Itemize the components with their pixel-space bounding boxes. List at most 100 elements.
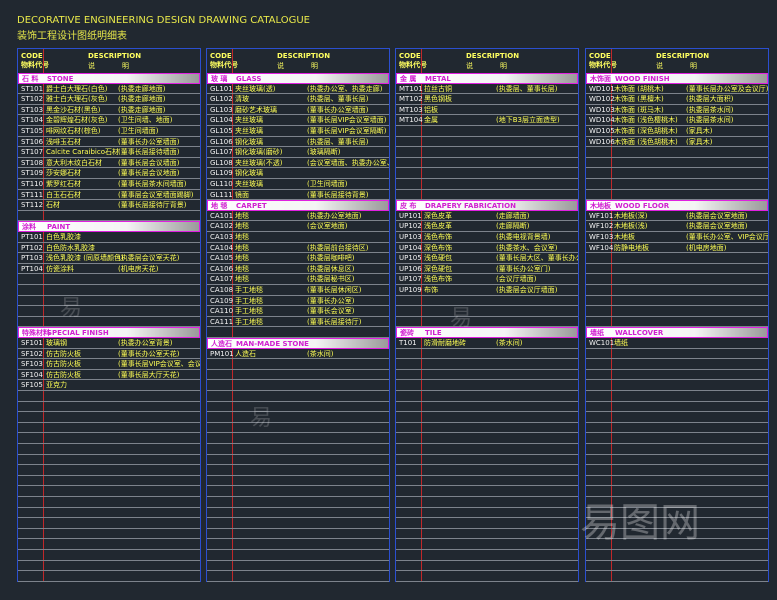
- catalogue-column: CODE 物料代号 DESCRIPTION 说 明 金 属 METAL MT101 拉丝古…: [395, 48, 579, 582]
- empty-row: [207, 402, 389, 413]
- table-row: CA104 地毯 (执委层前台接待区): [207, 243, 389, 254]
- table-row: UP103 浅色布饰 (执委电视背景墙): [396, 232, 578, 243]
- material-code: SF105: [21, 381, 43, 390]
- empty-row: [396, 497, 578, 508]
- material-code: GL102: [210, 95, 233, 104]
- material-name: 白玉石石材: [46, 190, 81, 199]
- empty-row: [396, 550, 578, 561]
- material-name: 地毯: [235, 211, 249, 220]
- section-header: 特殊材料 SPECIAL FINISH: [18, 327, 200, 338]
- material-location: (卫生间墙、地面): [118, 116, 173, 125]
- empty-row: [18, 571, 200, 582]
- empty-row: [586, 359, 768, 370]
- material-location: (董事层会议室墙面踢脚): [118, 190, 194, 199]
- code-header: CODE: [21, 52, 43, 60]
- material-name: 墙纸: [614, 339, 628, 347]
- table-row: ST111 白玉石石材 (董事层会议室墙面踢脚): [18, 190, 200, 201]
- material-location: (茶水间): [496, 339, 523, 347]
- empty-row: [396, 508, 578, 519]
- table-row: GL110 夹丝玻璃 (卫生间墙面): [207, 179, 389, 190]
- material-code: CA105: [210, 254, 234, 263]
- material-code: CA102: [210, 222, 234, 231]
- material-code: GL103: [210, 105, 233, 114]
- material-name: 金属: [424, 116, 438, 125]
- description-header: DESCRIPTION: [466, 52, 520, 60]
- empty-row: [586, 306, 768, 317]
- material-location: (家具木): [686, 127, 713, 135]
- empty-row: [586, 349, 768, 360]
- table-row: GL101 夹丝玻璃(透) (执委办公室、执委走廊): [207, 84, 389, 95]
- material-location: (执委层茶水间): [686, 105, 734, 114]
- material-location: (家具木): [686, 137, 713, 146]
- material-location: (玻璃隔断): [307, 148, 341, 157]
- material-code: WD104: [589, 116, 615, 125]
- material-location: (董事长层会议墙面): [118, 158, 180, 167]
- section-name-cn: 石 料: [22, 75, 39, 83]
- section-header: 木地板 WOOD FLOOR: [586, 200, 768, 211]
- empty-row: [396, 433, 578, 444]
- material-code: WF104: [589, 243, 614, 252]
- section-name-cn: 瓷砖: [400, 329, 414, 338]
- material-code: PT104: [21, 264, 43, 273]
- column-divider: [232, 49, 233, 581]
- empty-row: [396, 402, 578, 413]
- empty-row: [18, 550, 200, 561]
- table-row: WD103 木饰面 (斑马木) (执委层茶水间): [586, 105, 768, 116]
- description-header-cn: 说: [466, 62, 473, 70]
- material-location: (执委层茶水间): [686, 116, 734, 125]
- table-row: ST109 莎安娜石材 (董事长层会议地面): [18, 168, 200, 179]
- empty-row: [18, 274, 200, 285]
- material-name: 浅啡玉石材: [46, 137, 81, 146]
- table-row: CA101 地毯 (执委办公室地面): [207, 211, 389, 222]
- empty-row: [396, 296, 578, 307]
- code-header-cn: 物料代号: [21, 61, 49, 69]
- empty-row: [586, 433, 768, 444]
- material-name: 浅色硬包: [424, 254, 452, 263]
- material-code: MT103: [399, 105, 423, 114]
- section-name-cn: 皮 布: [400, 202, 417, 211]
- material-code: GL106: [210, 137, 233, 146]
- catalogue-title-cn: 装饰工程设计图纸明细表: [17, 31, 127, 42]
- material-code: ST109: [21, 169, 44, 178]
- description-header-cn: 说: [656, 62, 663, 70]
- empty-row: [396, 486, 578, 497]
- section-name-en: WALLCOVER: [615, 329, 664, 338]
- code-header-cn: 物料代号: [210, 61, 238, 69]
- empty-row: [396, 571, 578, 582]
- material-name: 木地板(浅): [614, 222, 648, 231]
- material-name: 手工地毯: [235, 317, 263, 326]
- material-name: 拉丝古铜: [424, 84, 452, 93]
- material-code: PM101: [210, 349, 234, 358]
- section-name-cn: 人造石: [211, 340, 232, 348]
- material-name: 木饰面 (斑马木): [614, 105, 664, 114]
- material-code: WD102: [589, 95, 615, 104]
- material-location: (执委层、董事长层): [496, 84, 558, 93]
- material-code: ST110: [21, 180, 44, 188]
- empty-row: [396, 476, 578, 487]
- section-name-en: GLASS: [236, 75, 262, 83]
- material-name: 雅士白大理石(灰色): [46, 95, 108, 104]
- code-header-cn: 物料代号: [399, 61, 427, 69]
- material-name: 木饰面 (浅色樱桃木): [614, 116, 678, 125]
- material-name: 深色皮革: [424, 211, 452, 220]
- material-location: (董事长层茶水间墙面): [118, 180, 187, 188]
- material-code: ST103: [21, 105, 44, 114]
- material-code: T101: [399, 339, 417, 347]
- material-location: (董事长层接待厅): [307, 317, 362, 326]
- empty-row: [18, 433, 200, 444]
- material-code: ST102: [21, 95, 44, 104]
- empty-row: [207, 539, 389, 550]
- material-name: 仿古防火板: [46, 360, 81, 369]
- material-location: (卫生间墙面): [118, 127, 159, 135]
- table-row: CA108 手工地毯 (董事长层休闲区): [207, 285, 389, 296]
- material-code: WF102: [589, 222, 614, 231]
- empty-row: [18, 306, 200, 317]
- empty-row: [396, 465, 578, 476]
- material-location: (董事长层大区、董事长办公室、VIP会议室、会议厅墙面): [496, 254, 578, 263]
- table-row: WD102 木饰面 (黑檀木) (执委层大面积): [586, 94, 768, 105]
- material-location: (董事长办公室、VIP会议厅地面): [686, 233, 768, 241]
- material-name: 夹丝玻璃(透): [235, 84, 276, 93]
- material-name: 爵士白大理石(白色): [46, 84, 108, 93]
- empty-row: [18, 391, 200, 402]
